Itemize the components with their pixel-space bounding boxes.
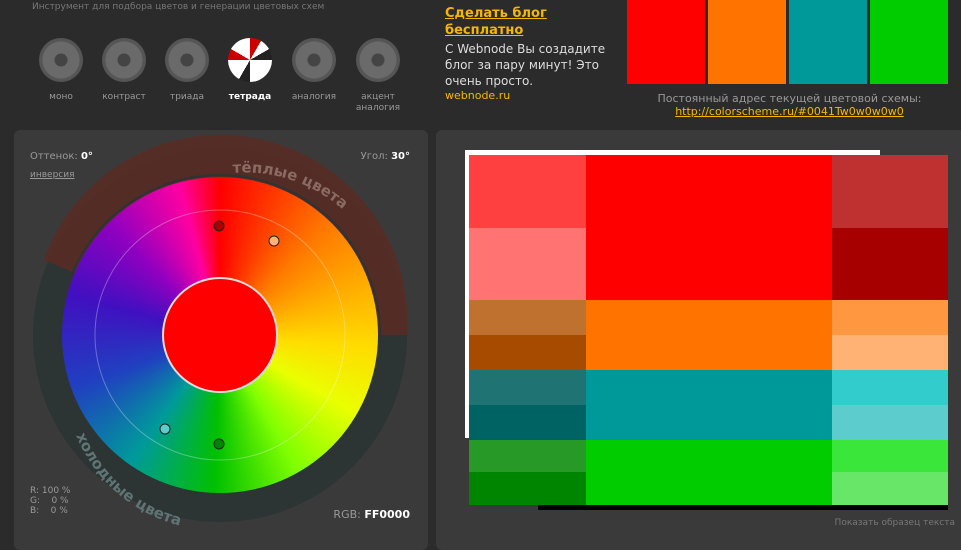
sample-text-link[interactable]: Показать образец текста [834,518,955,528]
angle-label: Угол: [360,151,388,162]
mode-label: моно [49,92,73,102]
cell [586,440,832,505]
scheme-label: Постоянный адрес текущей цветовой схемы: [657,92,922,105]
cell [586,155,832,300]
rgb-value: FF0000 [364,508,410,521]
mode-icon [356,38,400,82]
mode-label: акцент аналогия [355,92,401,113]
invert[interactable]: инверсия [30,170,75,180]
ad-link[interactable]: webnode.ru [445,89,511,102]
mode-label: тетрада [228,92,272,102]
cell [469,370,586,405]
mode-label: аналогия [291,92,337,102]
swatch [627,0,705,84]
marker[interactable] [159,423,171,435]
marker[interactable] [268,235,280,247]
center-color [162,277,278,393]
cell [832,155,948,228]
cell [469,405,586,440]
hue-label: Оттенок: [30,151,78,162]
cell [832,440,948,472]
hue-value: 0° [80,151,93,162]
cell [469,472,586,505]
cell [832,405,948,440]
cell [586,300,832,370]
mode-icon [39,38,83,82]
mode-icon [102,38,146,82]
cell [832,228,948,300]
swatch [789,0,867,84]
mode[interactable]: триада [156,38,218,102]
rgb-label: RGB: [333,508,361,521]
swatch [708,0,786,84]
b: B: 0 % [30,506,68,516]
ring-edge [59,174,381,496]
tagline: Инструмент для подбора цветов и генераци… [32,2,325,12]
hue: Оттенок: 0° [30,151,93,162]
cell [469,155,586,228]
angle: Угол: 30° [361,151,410,162]
mode-label: контраст [102,92,146,102]
cell [832,300,948,335]
mode[interactable]: контраст [93,38,155,102]
cell [469,440,586,472]
guide-circle [94,209,346,461]
mode-icon [165,38,209,82]
ad-text: С Webnode Вы создадите блог за пару мину… [445,42,606,88]
mode-icon [292,38,336,82]
mode[interactable]: тетрада [219,38,281,102]
angle-value: 30° [391,151,410,162]
wheel-svg: тёплые цвета холодные цвета [33,134,408,530]
mode[interactable]: аналогия [283,38,345,102]
ad-title[interactable]: Сделать блог бесплатно [445,6,547,38]
scheme-url[interactable]: http://colorscheme.ru/#0041Tw0w0w0w0 [675,105,904,118]
mode[interactable]: моно [30,38,92,102]
rgb-percent: R: 100 % G: 0 % B: 0 % [30,486,70,516]
cell [586,370,832,440]
marker[interactable] [213,220,225,232]
cell [469,300,586,335]
wheel-panel: тёплые цвета холодные цвета Оттенок: 0° … [14,130,428,550]
swatch [870,0,948,84]
cell [832,335,948,370]
r: R: 100 % [30,486,71,496]
mode[interactable]: акцент аналогия [347,38,409,114]
cell [469,335,586,370]
g: G: 0 % [30,496,69,506]
mode-icon [228,38,272,82]
cell [832,472,948,505]
marker[interactable] [213,438,225,450]
rgb: RGB: FF0000 [333,508,410,521]
cell [469,228,586,300]
mode-label: триада [169,92,205,102]
cell [832,370,948,405]
